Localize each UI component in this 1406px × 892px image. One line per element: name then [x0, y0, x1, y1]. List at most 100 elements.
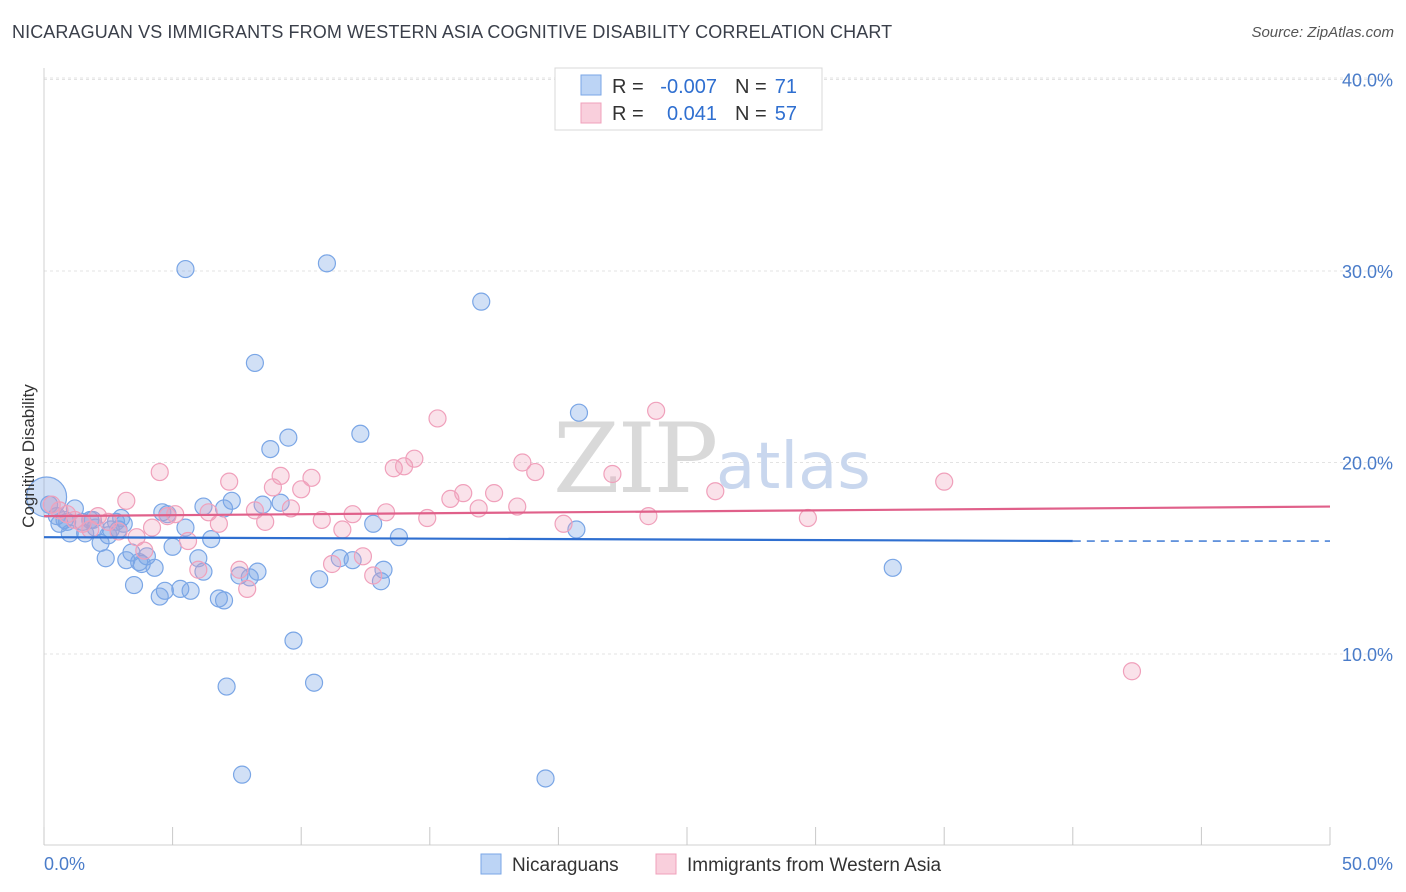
trend-lines: [43, 505, 1331, 543]
legend-swatch-pink: [580, 102, 602, 124]
point-western-asia-16: [178, 531, 198, 551]
point-western-asia-30: [312, 510, 331, 530]
point-nicaraguans-46: [343, 551, 362, 570]
point-western-asia-45: [485, 484, 504, 503]
legend-r-label-1: R =: [612, 76, 644, 98]
bottom-legend-swatch-blue: [480, 853, 502, 875]
point-western-asia-36: [376, 503, 396, 522]
point-western-asia-29: [302, 468, 321, 487]
y-tick-label-1: 20.0%: [1342, 454, 1393, 474]
legend-n-label-2: N =: [735, 103, 767, 125]
bottom-legend-swatch-pink: [655, 853, 677, 875]
point-nicaraguans-11: [96, 549, 115, 568]
point-nicaraguans-59: [232, 765, 252, 784]
point-nicaraguans-53: [245, 353, 265, 373]
point-western-asia-32: [333, 520, 352, 539]
point-nicaraguans-57: [883, 558, 902, 577]
point-western-asia-17: [189, 560, 208, 579]
point-western-asia-41: [428, 409, 447, 428]
source-label: Source: ZipAtlas.com: [1251, 24, 1394, 41]
bottom-legend-label-nicaraguans: Nicaraguans: [512, 855, 619, 876]
watermark-atlas: atlas: [716, 430, 871, 504]
point-western-asia-20: [220, 472, 239, 491]
point-western-asia-49: [603, 464, 622, 484]
point-western-asia-24: [256, 512, 275, 531]
point-nicaraguans-33: [222, 491, 241, 510]
series-western-asia: [42, 401, 1142, 681]
y-axis-title: Cognitive Disability: [19, 384, 38, 528]
point-western-asia-46: [508, 497, 527, 516]
point-western-asia-47: [513, 453, 532, 472]
point-nicaraguans-39: [271, 493, 290, 512]
point-nicaraguans-17: [124, 575, 144, 595]
point-nicaraguans-52: [176, 259, 195, 279]
point-western-asia-52: [706, 482, 725, 501]
point-nicaraguans-58: [217, 677, 236, 696]
y-tick-label-0: 10.0%: [1342, 645, 1393, 665]
point-western-asia-27: [281, 499, 301, 518]
bottom-legend-label-western-asia: Immigrants from Western Asia: [687, 855, 942, 876]
y-tick-labels: 10.0% 20.0% 30.0% 40.0%: [1342, 71, 1393, 666]
point-western-asia-54: [935, 472, 954, 491]
point-western-asia-51: [647, 401, 666, 420]
point-western-asia-26: [271, 466, 290, 486]
point-western-asia-19: [209, 514, 228, 533]
point-western-asia-34: [353, 547, 373, 566]
point-western-asia-11: [135, 541, 154, 560]
point-nicaraguans-43: [310, 570, 329, 589]
legend-n-value-1: 71: [775, 76, 797, 98]
x-tick-label-min: 0.0%: [44, 854, 85, 874]
point-nicaraguans-42: [304, 673, 324, 692]
point-western-asia-44: [469, 499, 488, 518]
point-nicaraguans-36: [248, 562, 267, 581]
point-nicaraguans-48: [364, 514, 383, 533]
legend-r-value-2: 0.041: [667, 103, 717, 125]
point-nicaraguans-55: [569, 403, 589, 422]
point-western-asia-43: [454, 484, 473, 503]
point-nicaraguans-26: [176, 518, 195, 537]
chart-title: NICARAGUAN VS IMMIGRANTS FROM WESTERN AS…: [12, 22, 893, 42]
point-western-asia-8: [109, 522, 128, 541]
point-nicaraguans-60: [536, 769, 555, 788]
point-western-asia-21: [230, 560, 249, 579]
legend-r-value-1: -0.007: [660, 76, 717, 98]
legend-n-value-2: 57: [775, 103, 797, 125]
point-nicaraguans-21: [150, 587, 169, 606]
x-ticks: [43, 827, 1331, 845]
point-western-asia-39: [405, 449, 424, 468]
y-tick-label-2: 30.0%: [1342, 262, 1393, 282]
point-nicaraguans-51: [389, 528, 409, 547]
point-nicaraguans-32: [214, 591, 234, 610]
series-legend: Nicaraguans Immigrants from Western Asia: [480, 853, 942, 876]
point-western-asia-50: [639, 507, 658, 526]
point-nicaraguans-27: [181, 581, 200, 600]
point-nicaraguans-54: [472, 292, 491, 311]
point-western-asia-53: [798, 508, 817, 528]
point-western-asia-38: [394, 457, 414, 476]
point-western-asia-31: [322, 554, 342, 574]
point-western-asia-9: [117, 491, 136, 510]
stats-legend: R = -0.007 N = 71 R = 0.041 N = 57: [554, 67, 823, 131]
point-nicaraguans-30: [202, 529, 221, 549]
point-western-asia-22: [238, 579, 257, 598]
x-tick-label-max: 50.0%: [1342, 854, 1393, 874]
point-nicaraguans-41: [284, 631, 303, 650]
legend-swatch-blue: [580, 74, 602, 96]
legend-r-label-2: R =: [612, 103, 644, 125]
legend-n-label-1: N =: [735, 76, 767, 98]
point-nicaraguans-40: [279, 428, 298, 447]
point-western-asia-40: [418, 508, 437, 528]
point-nicaraguans-24: [163, 537, 182, 556]
point-western-asia-56: [554, 514, 573, 533]
point-western-asia-18: [199, 503, 218, 522]
point-western-asia-28: [292, 480, 311, 499]
point-nicaraguans-65: [99, 526, 118, 545]
point-nicaraguans-38: [261, 439, 280, 459]
point-western-asia-55: [1122, 662, 1142, 681]
point-nicaraguans-50: [374, 560, 393, 579]
point-western-asia-13: [150, 462, 169, 482]
point-western-asia-12: [142, 518, 162, 537]
point-nicaraguans-69: [132, 554, 151, 574]
point-western-asia-35: [364, 566, 383, 585]
